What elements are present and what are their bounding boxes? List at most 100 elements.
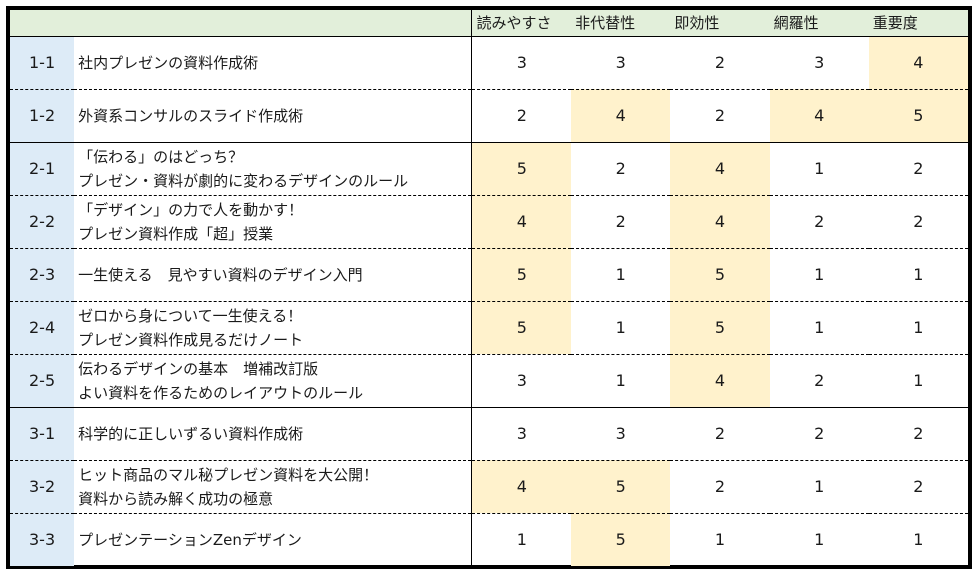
score-cell-importance[interactable]: 2 xyxy=(868,460,968,514)
score-cell-coverage[interactable]: 1 xyxy=(769,142,869,196)
score-cell-coverage[interactable]: 1 xyxy=(769,301,869,355)
score-cell-immediacy[interactable]: 1 xyxy=(714,530,726,550)
row-id-cell[interactable]: 2-4 xyxy=(10,301,75,355)
score-cell-importance[interactable]: 4 xyxy=(868,36,968,90)
row-id-cell[interactable]: 3-3 xyxy=(10,513,75,566)
score-cell-immediacy[interactable]: 2 xyxy=(670,89,770,143)
book-title-cell[interactable]: 社内プレゼンの資料作成術 xyxy=(74,36,472,90)
column-header-irreplaceability[interactable]: 非代替性 xyxy=(571,10,671,37)
score-cell-readability[interactable]: 2 xyxy=(471,89,572,143)
book-title-cell[interactable]: ヒット商品のマル秘プレゼン資料を大公開！ 資料から読み解く成功の極意 xyxy=(74,460,472,514)
score-cell-irreplaceability[interactable]: 2 xyxy=(571,195,671,249)
row-id-cell[interactable]: 3-1 xyxy=(10,407,75,461)
score-cell-immediacy[interactable]: 5 xyxy=(670,248,770,302)
score-cell-coverage[interactable]: 2 xyxy=(769,195,869,249)
book-title-line: 社内プレゼンの資料作成術 xyxy=(78,53,259,72)
score-cell-importance[interactable]: 1 xyxy=(913,530,924,550)
column-header-coverage[interactable]: 網羅性 xyxy=(769,10,869,37)
score-cell-readability[interactable]: 4 xyxy=(471,460,572,514)
header-blank-cell xyxy=(10,10,472,37)
book-title-line: プレゼン資料作成見るだけノート xyxy=(78,330,304,349)
book-title-line: プレゼン資料作成「超」授業 xyxy=(78,224,274,243)
book-title-cell[interactable]: 一生使える 見やすい資料のデザイン入門 xyxy=(74,248,472,302)
table-body: 1-1 社内プレゼンの資料作成術 3 3 2 3 4 1-2 外資系コンサルのスライド作成術 2 4… xyxy=(10,36,968,566)
header-row: 読みやすさ 非代替性 即効性 網羅性 重要度 xyxy=(10,10,968,37)
book-title-line: 外資系コンサルのスライド作成術 xyxy=(78,106,304,125)
table-row: 1-2 外資系コンサルのスライド作成術 2 4 2 4 5 xyxy=(10,89,968,143)
book-rating-table: 読みやすさ 非代替性 即効性 網羅性 重要度 1-1 社内プレゼンの資料作成術 3 3… xyxy=(10,10,968,566)
score-cell-immediacy[interactable]: 4 xyxy=(670,195,770,249)
book-title-line: プレゼン・資料が劇的に変わるデザインのルール xyxy=(78,171,409,190)
column-header-readability[interactable]: 読みやすさ xyxy=(471,10,572,37)
table-row: 2-1 「伝わる」のはどっち？ プレゼン・資料が劇的に変わるデザインのルール 5 2 4 1… xyxy=(10,142,968,196)
table-row: 2-4 ゼロから身について一生使える！ プレゼン資料作成見るだけノート 5 1 5 1 1 xyxy=(10,301,968,355)
comparison-sheet: 読みやすさ 非代替性 即効性 網羅性 重要度 1-1 社内プレゼンの資料作成術 3 3… xyxy=(6,6,972,569)
row-id-cell[interactable]: 2-5 xyxy=(10,354,75,408)
book-title-cell[interactable]: 伝わるデザインの基本 増補改訂版よい資料を作るためのレイアウトのルール xyxy=(74,354,472,408)
score-cell-coverage[interactable]: 1 xyxy=(814,530,825,550)
score-cell-coverage[interactable]: 3 xyxy=(769,36,869,90)
row-id-cell[interactable]: 1-2 xyxy=(10,89,75,143)
score-cell-readability[interactable]: 5 xyxy=(471,301,572,355)
table-row: 1-1 社内プレゼンの資料作成術 3 3 2 3 4 xyxy=(10,36,968,90)
row-id-cell[interactable]: 2-1 xyxy=(10,142,75,196)
row-id-cell[interactable]: 2-2 xyxy=(10,195,75,249)
score-cell-coverage[interactable]: 2 xyxy=(769,407,869,461)
row-id-cell[interactable]: 3-2 xyxy=(10,460,75,514)
score-cell-importance[interactable]: 2 xyxy=(868,142,968,196)
score-cell-importance[interactable]: 1 xyxy=(868,301,968,355)
book-title-cell[interactable]: 「デザイン」の力で人を動かす！ プレゼン資料作成「超」授業 xyxy=(74,195,472,249)
score-cell-readability[interactable]: 5 xyxy=(471,142,572,196)
row-id-cell[interactable]: 1-1 xyxy=(10,36,75,90)
score-cell-irreplaceability[interactable]: 3 xyxy=(571,407,671,461)
score-cell-irreplaceability[interactable]: 1 xyxy=(571,248,671,302)
score-cell-immediacy[interactable]: 2 xyxy=(670,460,770,514)
score-cell-immediacy[interactable]: 2 xyxy=(670,407,770,461)
score-cell-readability[interactable]: 1 xyxy=(471,513,572,566)
column-header-importance[interactable]: 重要度 xyxy=(868,10,968,37)
book-title-line: 「伝わる」のはどっち？ xyxy=(78,147,244,166)
row-id-cell[interactable]: 2-3 xyxy=(10,248,75,302)
score-cell-irreplaceability[interactable]: 1 xyxy=(571,354,671,408)
table-row: 3-1 科学的に正しいずるい資料作成術 3 3 2 2 2 xyxy=(10,407,968,461)
score-cell-coverage[interactable]: 4 xyxy=(769,89,869,143)
book-title-line: ゼロから身について一生使える！ xyxy=(78,306,303,325)
table-row: 3-3 プレゼンテーションZenデザイン 1 5 1 1 1 xyxy=(10,513,968,566)
score-cell-irreplaceability[interactable]: 5 xyxy=(571,460,671,514)
score-cell-coverage[interactable]: 1 xyxy=(769,460,869,514)
score-cell-irreplaceability[interactable]: 4 xyxy=(571,89,671,143)
score-cell-importance[interactable]: 5 xyxy=(868,89,968,143)
column-header-immediacy[interactable]: 即効性 xyxy=(670,10,770,37)
book-title-line: プレゼンテーションZenデザイン xyxy=(78,530,302,549)
score-cell-readability[interactable]: 5 xyxy=(471,248,572,302)
score-cell-irreplaceability[interactable]: 1 xyxy=(571,301,671,355)
score-cell-coverage[interactable]: 1 xyxy=(769,248,869,302)
score-cell-importance[interactable]: 1 xyxy=(868,354,968,408)
score-cell-importance[interactable]: 2 xyxy=(868,407,968,461)
book-title-cell[interactable]: プレゼンテーションZenデザイン xyxy=(74,513,472,566)
book-title-line: 科学的に正しいずるい資料作成術 xyxy=(78,424,304,443)
score-cell-immediacy[interactable]: 4 xyxy=(670,354,770,408)
score-cell-irreplaceability[interactable]: 2 xyxy=(571,142,671,196)
score-cell-readability[interactable]: 3 xyxy=(471,354,572,408)
book-title-line: ヒット商品のマル秘プレゼン資料を大公開！ xyxy=(78,465,379,484)
score-cell-readability[interactable]: 3 xyxy=(471,407,572,461)
score-cell-importance[interactable]: 1 xyxy=(868,248,968,302)
table-row: 2-3 一生使える 見やすい資料のデザイン入門 5 1 5 1 1 xyxy=(10,248,968,302)
book-title-line: 「デザイン」の力で人を動かす！ xyxy=(78,200,304,219)
score-cell-immediacy[interactable]: 2 xyxy=(670,36,770,90)
score-cell-irreplaceability[interactable]: 5 xyxy=(571,513,671,566)
book-title-cell[interactable]: 科学的に正しいずるい資料作成術 xyxy=(74,407,472,461)
score-cell-importance[interactable]: 2 xyxy=(868,195,968,249)
score-cell-coverage[interactable]: 2 xyxy=(769,354,869,408)
score-cell-irreplaceability[interactable]: 3 xyxy=(571,36,671,90)
book-title-line: 伝わるデザインの基本 増補改訂版 xyxy=(78,359,319,378)
book-title-cell[interactable]: 外資系コンサルのスライド作成術 xyxy=(74,89,472,143)
book-title-line: よい資料を作るためのレイアウトのルール xyxy=(78,383,364,402)
score-cell-immediacy[interactable]: 4 xyxy=(670,142,770,196)
score-cell-readability[interactable]: 3 xyxy=(471,36,572,90)
score-cell-immediacy[interactable]: 5 xyxy=(670,301,770,355)
score-cell-readability[interactable]: 4 xyxy=(471,195,572,249)
book-title-cell[interactable]: ゼロから身について一生使える！ プレゼン資料作成見るだけノート xyxy=(74,301,472,355)
book-title-cell[interactable]: 「伝わる」のはどっち？ プレゼン・資料が劇的に変わるデザインのルール xyxy=(74,142,472,196)
